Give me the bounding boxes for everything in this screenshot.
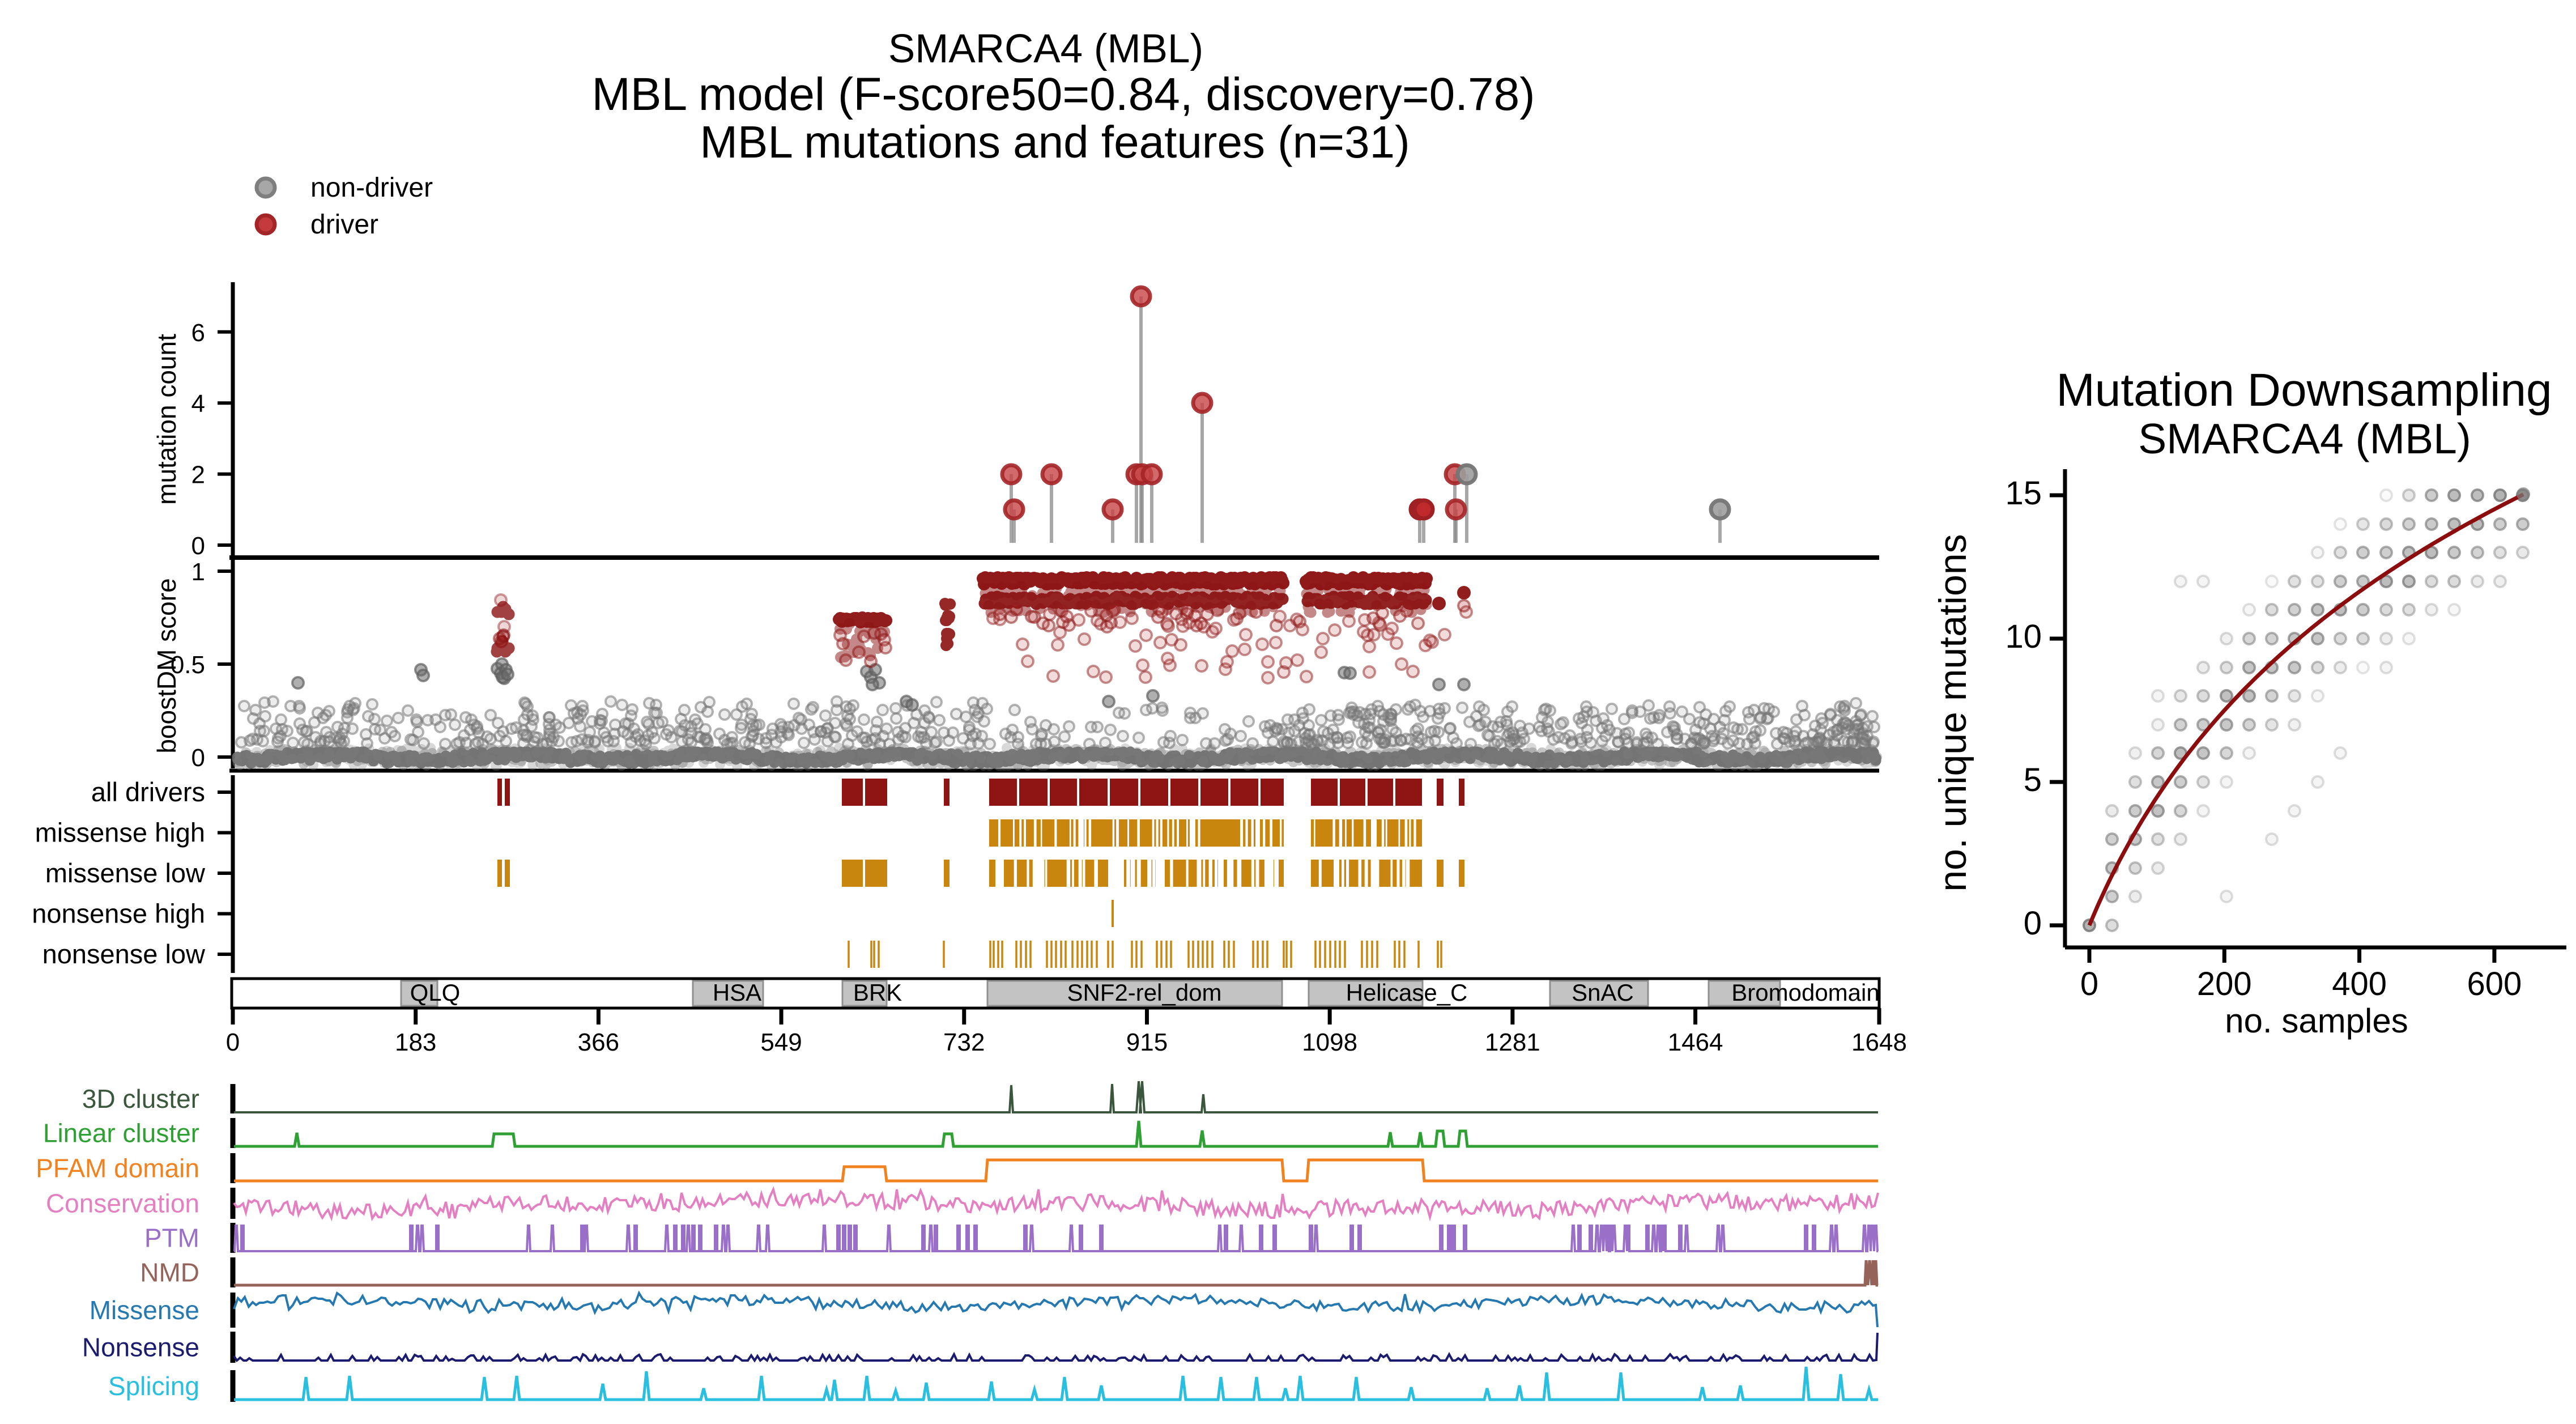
- svg-text:non-driver: non-driver: [310, 173, 433, 203]
- svg-text:1464: 1464: [1668, 1028, 1723, 1056]
- svg-text:915: 915: [1126, 1028, 1168, 1056]
- svg-text:Missense: Missense: [90, 1295, 199, 1325]
- svg-text:MBL mutations and features (n=: MBL mutations and features (n=31): [700, 117, 1410, 167]
- svg-text:183: 183: [395, 1028, 436, 1056]
- svg-text:Linear cluster: Linear cluster: [43, 1119, 199, 1148]
- svg-text:Helicase_C: Helicase_C: [1346, 979, 1468, 1006]
- svg-text:3D cluster: 3D cluster: [82, 1084, 199, 1113]
- svg-text:1648: 1648: [1851, 1028, 1907, 1056]
- svg-text:Conservation: Conservation: [46, 1189, 199, 1218]
- svg-text:0: 0: [2024, 905, 2042, 942]
- svg-text:2: 2: [191, 461, 205, 489]
- svg-text:QLQ: QLQ: [410, 979, 461, 1006]
- svg-text:600: 600: [2467, 966, 2522, 1002]
- svg-text:no. unique mutations: no. unique mutations: [1931, 534, 1974, 891]
- svg-text:0: 0: [226, 1028, 240, 1056]
- svg-text:all drivers: all drivers: [91, 777, 205, 807]
- svg-text:nonsense high: nonsense high: [32, 899, 205, 929]
- svg-text:0.5: 0.5: [171, 651, 205, 679]
- svg-text:NMD: NMD: [140, 1258, 199, 1287]
- svg-text:200: 200: [2197, 966, 2252, 1002]
- svg-text:missense low: missense low: [45, 858, 206, 888]
- svg-text:PFAM domain: PFAM domain: [36, 1154, 199, 1183]
- svg-text:1098: 1098: [1302, 1028, 1357, 1056]
- svg-text:Mutation Downsampling: Mutation Downsampling: [2056, 364, 2552, 416]
- svg-text:6: 6: [191, 319, 205, 347]
- svg-text:SnAC: SnAC: [1572, 979, 1634, 1006]
- svg-text:BRK: BRK: [853, 979, 902, 1006]
- svg-text:nonsense low: nonsense low: [42, 939, 206, 969]
- svg-text:0: 0: [191, 744, 205, 772]
- svg-text:400: 400: [2332, 966, 2387, 1002]
- svg-text:549: 549: [760, 1028, 802, 1056]
- svg-text:15: 15: [2005, 475, 2042, 512]
- svg-text:Bromodomain: Bromodomain: [1731, 979, 1879, 1006]
- svg-text:MBL model (F-score50=0.84, dis: MBL model (F-score50=0.84, discovery=0.7…: [591, 69, 1535, 120]
- svg-text:HSA: HSA: [713, 979, 761, 1006]
- svg-text:SMARCA4 (MBL): SMARCA4 (MBL): [2138, 415, 2471, 462]
- svg-text:PTM: PTM: [144, 1223, 199, 1253]
- svg-text:0: 0: [2080, 966, 2098, 1002]
- svg-text:1281: 1281: [1485, 1028, 1540, 1056]
- svg-text:SNF2-rel_dom: SNF2-rel_dom: [1067, 979, 1221, 1006]
- svg-text:mutation count: mutation count: [152, 334, 181, 505]
- svg-text:4: 4: [191, 390, 205, 418]
- svg-text:5: 5: [2024, 762, 2042, 798]
- svg-text:no. samples: no. samples: [2225, 1002, 2408, 1040]
- svg-text:366: 366: [578, 1028, 619, 1056]
- svg-text:driver: driver: [310, 210, 378, 240]
- svg-text:Splicing: Splicing: [108, 1371, 199, 1401]
- svg-text:SMARCA4 (MBL): SMARCA4 (MBL): [888, 27, 1203, 71]
- svg-text:732: 732: [943, 1028, 985, 1056]
- svg-text:10: 10: [2005, 618, 2042, 655]
- svg-text:0: 0: [191, 532, 205, 560]
- svg-text:Nonsense: Nonsense: [82, 1333, 199, 1362]
- svg-text:1: 1: [191, 558, 205, 586]
- svg-text:boostDM score: boostDM score: [152, 578, 181, 753]
- svg-text:missense high: missense high: [35, 818, 205, 848]
